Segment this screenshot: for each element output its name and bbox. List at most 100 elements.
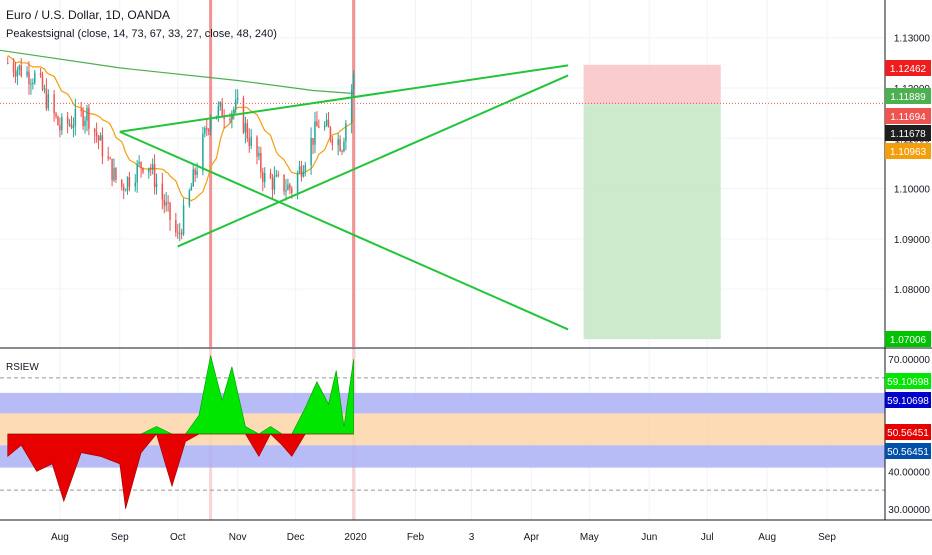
candle-body bbox=[202, 133, 204, 171]
candle-body bbox=[148, 167, 150, 173]
rsi-value-tag-label: 50.56451 bbox=[887, 428, 929, 439]
candle-body bbox=[204, 127, 206, 134]
candle-body bbox=[318, 126, 320, 128]
candle-body bbox=[149, 167, 152, 170]
price-tag bbox=[885, 108, 931, 124]
x-tick-label: Jul bbox=[701, 532, 714, 543]
candle-body bbox=[39, 73, 42, 76]
rsi-bear-area bbox=[7, 433, 354, 509]
candle-body bbox=[97, 136, 100, 141]
candle-body bbox=[246, 123, 249, 139]
signal-bar bbox=[209, 0, 213, 347]
candle-body bbox=[136, 163, 138, 183]
candle-body bbox=[122, 186, 125, 191]
rsi-value-tag bbox=[885, 424, 931, 440]
candle-body bbox=[72, 125, 75, 128]
candle-body bbox=[296, 173, 299, 193]
lower-pane-title: RSIEW bbox=[6, 362, 39, 373]
candle-body bbox=[287, 184, 289, 190]
candle-body bbox=[250, 136, 252, 147]
x-tick-label: Oct bbox=[170, 532, 186, 543]
candle-body bbox=[275, 174, 278, 177]
candle-body bbox=[258, 152, 260, 157]
candle-body bbox=[47, 94, 50, 109]
candle-body bbox=[256, 136, 258, 157]
candle-body bbox=[99, 135, 102, 141]
candle-body bbox=[221, 102, 223, 118]
candle-body bbox=[115, 167, 117, 180]
candle-body bbox=[325, 119, 328, 126]
candle-body bbox=[260, 152, 262, 173]
price-tag bbox=[885, 143, 931, 159]
rsi-value-tag-label: 59.10698 bbox=[887, 377, 929, 388]
candle-body bbox=[316, 121, 318, 127]
candle-body bbox=[217, 106, 220, 116]
candle-body bbox=[95, 132, 98, 137]
rsi-value-tag-label: 59.10698 bbox=[887, 396, 929, 407]
candle-body bbox=[26, 71, 28, 76]
chart-title: Euro / U.S. Dollar, 1D, OANDA bbox=[6, 8, 170, 22]
candle-body bbox=[209, 118, 212, 130]
candle-body bbox=[314, 121, 316, 145]
trend-line bbox=[119, 130, 569, 331]
rsi-upper-band bbox=[0, 392, 885, 414]
candle-body bbox=[86, 107, 88, 121]
rsi-y-tick-label: 70.00000 bbox=[888, 355, 930, 366]
candle-body bbox=[111, 158, 113, 181]
price-tag bbox=[885, 125, 931, 141]
trade-zones bbox=[0, 64, 885, 340]
candle-body bbox=[120, 179, 123, 187]
x-tick-label: Apr bbox=[524, 532, 540, 543]
candle-body bbox=[126, 177, 129, 191]
trend-line bbox=[119, 64, 569, 133]
candle-body bbox=[18, 65, 21, 70]
candle-body bbox=[34, 73, 36, 83]
candle-body bbox=[345, 123, 347, 142]
candle-body bbox=[80, 109, 82, 111]
candle-body bbox=[155, 183, 158, 188]
candle-body bbox=[59, 125, 61, 131]
candle-body bbox=[41, 75, 44, 90]
candle-body bbox=[177, 232, 179, 234]
candle-body bbox=[188, 190, 191, 206]
candle-body bbox=[74, 109, 77, 126]
candle-body bbox=[263, 173, 266, 183]
rsi-y-tick-label: 40.00000 bbox=[888, 467, 930, 478]
candle-body bbox=[337, 139, 339, 145]
candle-body bbox=[302, 171, 305, 177]
candle-body bbox=[233, 109, 235, 113]
signal-bar bbox=[352, 0, 356, 347]
candle-body bbox=[231, 112, 233, 121]
price-tag-label: 1.10963 bbox=[890, 147, 927, 158]
price-tag-label: 1.07006 bbox=[890, 335, 927, 346]
candle-body bbox=[298, 166, 301, 174]
candle-body bbox=[113, 167, 115, 181]
candle-body bbox=[70, 123, 73, 128]
y-tick-label: 1.13000 bbox=[894, 34, 931, 45]
candle-body bbox=[192, 169, 194, 187]
price-tag bbox=[885, 60, 931, 76]
x-tick-label: Nov bbox=[229, 532, 247, 543]
candle-body bbox=[16, 69, 19, 77]
candle-body bbox=[182, 205, 185, 235]
candle-body bbox=[304, 165, 307, 172]
candle-body bbox=[196, 170, 198, 175]
candle-body bbox=[242, 98, 245, 133]
candle-body bbox=[107, 156, 109, 159]
candle-body bbox=[244, 123, 247, 133]
price-tag-label: 1.12462 bbox=[890, 64, 927, 75]
candle-body bbox=[312, 138, 314, 145]
candle-body bbox=[14, 71, 17, 77]
stop-loss-zone bbox=[583, 64, 721, 105]
candle-body bbox=[269, 173, 272, 179]
candle-body bbox=[55, 113, 57, 117]
x-tick-label: Jun bbox=[641, 532, 657, 543]
short-moving-average bbox=[7, 55, 355, 202]
axis-labels: Aug Sep Oct Nov Dec 2020 Feb 3 Apr May Jun Jul Aug Se… bbox=[51, 34, 931, 543]
candle-body bbox=[165, 202, 167, 206]
candle-body bbox=[138, 162, 140, 164]
x-tick-label: Aug bbox=[51, 532, 69, 543]
candle-body bbox=[140, 162, 142, 169]
y-tick-label: 1.09000 bbox=[894, 235, 931, 246]
candle-body bbox=[45, 88, 48, 109]
